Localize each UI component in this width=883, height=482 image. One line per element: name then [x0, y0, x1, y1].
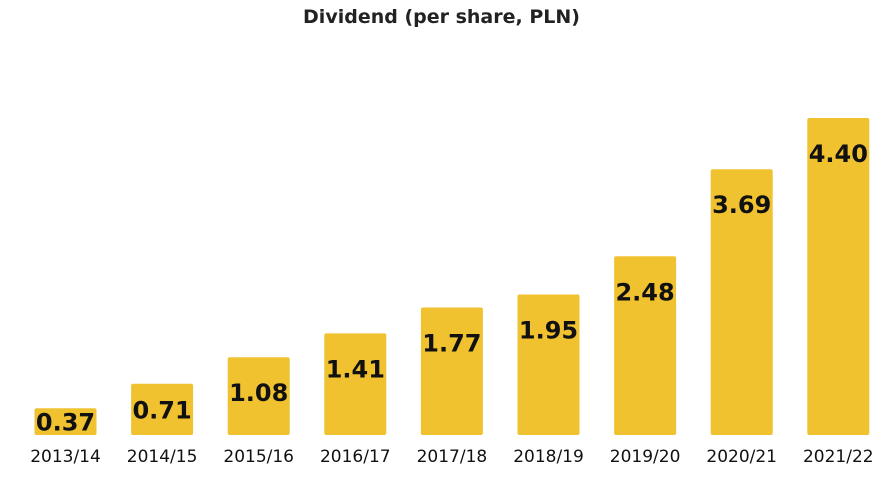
- x-tick-labels-layer: 2013/14 2014/15 2015/16 2016/17 2017/18 2018/…: [30, 447, 873, 467]
- x-tick-label: 2021/22: [803, 447, 874, 467]
- x-tick-label: 2017/18: [417, 447, 488, 467]
- bar-2015/16: [227, 357, 290, 435]
- bar-2014/15: [131, 383, 194, 435]
- x-tick-label: 2019/20: [610, 447, 681, 467]
- bar-value-label: 2.48: [615, 278, 674, 306]
- bar-2016/17: [324, 333, 387, 435]
- bar-value-label: 1.08: [229, 379, 288, 407]
- bar-value-label: 0.71: [132, 396, 191, 424]
- x-tick-label: 2014/15: [127, 447, 198, 467]
- x-tick-label: 2018/19: [513, 447, 584, 467]
- bar-value-label: 1.95: [519, 317, 578, 345]
- bar-value-label: 0.37: [36, 409, 95, 437]
- bar-value-label: 4.40: [809, 140, 868, 168]
- chart-title: Dividend (per share, PLN): [303, 6, 580, 28]
- bars-layer: [34, 118, 870, 435]
- bar-2013/14: [34, 408, 97, 435]
- bar-value-label: 3.69: [712, 191, 771, 219]
- bar-value-label: 1.41: [326, 355, 385, 383]
- x-tick-label: 2020/21: [706, 447, 777, 467]
- value-labels-layer: 0.37 0.71 1.08 1.41 1.77 1.95 2.48 3.69 4.40: [36, 140, 868, 437]
- bar-2018/19: [517, 294, 580, 435]
- bar-2020/21: [710, 169, 773, 435]
- x-tick-label: 2015/16: [223, 447, 294, 467]
- bar-2017/18: [420, 307, 483, 435]
- bar-value-label: 1.77: [422, 330, 481, 358]
- bar-2019/20: [614, 256, 677, 435]
- x-tick-label: 2013/14: [30, 447, 101, 467]
- x-tick-label: 2016/17: [320, 447, 391, 467]
- bar-2021/22: [807, 118, 870, 435]
